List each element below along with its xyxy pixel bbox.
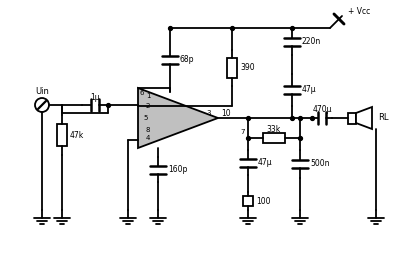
- Text: 47k: 47k: [70, 131, 84, 139]
- Text: 68p: 68p: [180, 56, 194, 65]
- Text: 4: 4: [146, 135, 150, 141]
- Text: 500n: 500n: [310, 160, 330, 168]
- Bar: [348, 113, 356, 124]
- Text: 6: 6: [140, 90, 144, 96]
- Text: 2: 2: [146, 103, 150, 109]
- Polygon shape: [138, 88, 218, 148]
- Text: 220n: 220n: [302, 37, 321, 46]
- Bar: [243, 196, 253, 206]
- Bar: [263, 133, 285, 143]
- Text: 10: 10: [221, 108, 231, 118]
- Polygon shape: [356, 107, 372, 129]
- Text: 100: 100: [256, 197, 270, 205]
- Text: + Vcc: + Vcc: [348, 8, 370, 17]
- Text: 8: 8: [146, 127, 150, 133]
- Text: 160p: 160p: [168, 165, 187, 174]
- Text: 1μ: 1μ: [90, 92, 100, 102]
- Bar: [57, 124, 67, 146]
- Text: 7: 7: [241, 129, 245, 135]
- Text: Uin: Uin: [35, 87, 49, 96]
- Text: 33k: 33k: [267, 125, 281, 135]
- Text: 1: 1: [146, 93, 150, 99]
- Text: 3: 3: [207, 110, 211, 116]
- Text: RL: RL: [378, 114, 388, 122]
- Text: 390: 390: [240, 64, 255, 72]
- Text: 47μ: 47μ: [258, 158, 273, 167]
- Text: 47μ: 47μ: [302, 86, 317, 94]
- Text: 470μ: 470μ: [312, 105, 332, 115]
- Bar: [227, 58, 237, 78]
- Text: 5: 5: [144, 115, 148, 121]
